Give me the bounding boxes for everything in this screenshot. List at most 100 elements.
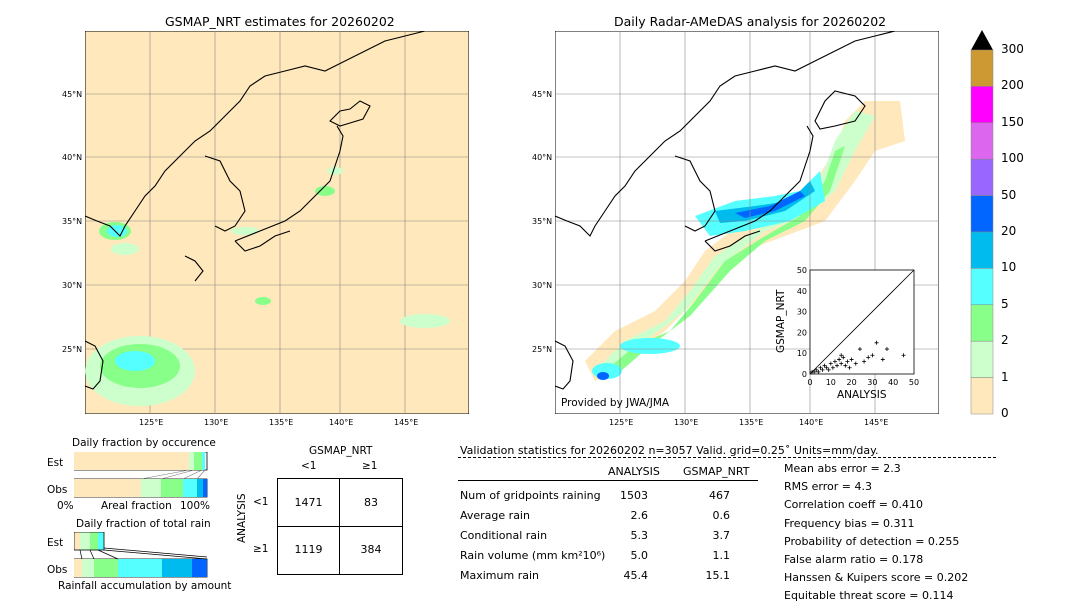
scatter-ytick: 10 (797, 349, 807, 358)
scatter-point (841, 355, 846, 360)
scatter-point (843, 363, 848, 368)
scatter-point (822, 363, 827, 368)
stats-row-gsmap: 15.1 (705, 569, 731, 582)
contingency-col-ge1: ≥1 (362, 460, 378, 472)
scatter-point (824, 365, 829, 370)
scatter-point (853, 361, 858, 366)
scatter-diagonal (809, 269, 915, 375)
left-lon-145: 145°E (394, 418, 419, 427)
contingency-table: 1471 83 1119 384 (277, 478, 403, 575)
occ-est-label: Est (47, 457, 64, 469)
left-map-title: GSMAP_NRT estimates for 20260202 (165, 14, 395, 29)
tot-est-label: Est (47, 537, 64, 549)
stats-row-analysis: 2.6 (630, 509, 649, 522)
stats-divider (458, 457, 996, 458)
right-lat-45: 45°N (532, 90, 553, 99)
scatter-point (816, 369, 821, 374)
colorbar-box (970, 377, 994, 415)
right-lat-25: 25°N (532, 345, 553, 354)
stats-col-rule (458, 480, 758, 481)
occ-obs-4 (197, 479, 203, 497)
areal-label: Areal fraction (101, 500, 172, 512)
tot-est-0 (74, 532, 80, 550)
occ-obs-label: Obs (47, 484, 68, 496)
occ-obs-5 (203, 479, 207, 497)
scatter-point (870, 353, 875, 358)
colorbar-label: 10 (1001, 260, 1017, 275)
scatter-point (862, 359, 867, 364)
occ-est-3 (202, 452, 205, 470)
tot-est-2 (90, 532, 98, 550)
pct-0: 0% (57, 500, 74, 512)
tot-obs-1 (82, 559, 94, 577)
right-map-rain (585, 101, 905, 381)
scatter-point (857, 347, 862, 352)
scatter-ytick: 20 (797, 328, 807, 337)
occ-obs-1 (141, 479, 161, 497)
stats-score: Frequency bias = 0.311 (784, 516, 915, 530)
provided-by: Provided by JWA/JMA (561, 397, 670, 409)
tot-obs-4 (162, 559, 192, 577)
scatter-point (884, 347, 889, 352)
stats-row-analysis: 45.4 (623, 569, 649, 582)
stats-row-analysis: 1503 (620, 489, 648, 502)
stats-score: False alarm ratio = 0.178 (784, 553, 924, 566)
colorbar-label: 200 (1001, 78, 1024, 93)
scatter-point (837, 357, 842, 362)
scatter-point (845, 359, 850, 364)
right-map-title: Daily Radar-AMeDAS analysis for 20260202 (614, 14, 887, 29)
occurrence-title: Daily fraction by occurence (72, 437, 216, 449)
tot-obs-0 (74, 559, 82, 577)
stats-score: Equitable threat score = 0.114 (784, 589, 954, 603)
right-lon-145: 145°E (864, 418, 889, 427)
scatter-ytick: 0 (802, 370, 807, 379)
occ-est-0 (74, 452, 189, 470)
colorbar-label: 1 (1001, 369, 1009, 384)
right-lon-130: 130°E (674, 418, 699, 427)
right-lon-140: 140°E (799, 418, 824, 427)
scatter-point (818, 365, 823, 370)
stats-row-label: Num of gridpoints raining (460, 489, 601, 502)
contingency-row-lt1: <1 (253, 496, 269, 508)
tot-obs-2 (94, 559, 118, 577)
right-lon-125: 125°E (609, 418, 634, 427)
scatter-point (820, 367, 825, 372)
scatter-ytick: 30 (797, 308, 807, 317)
total-bars (74, 532, 208, 578)
stats-row-label: Rain volume (mm km²10⁶) (460, 549, 606, 562)
right-lat-40: 40°N (532, 153, 553, 162)
stats-row-analysis: 5.0 (630, 549, 649, 562)
stats-row-label: Maximum rain (460, 569, 539, 582)
tot-obs-3 (118, 559, 162, 577)
scatter-point (814, 367, 819, 372)
scatter-point (866, 355, 871, 360)
colorbar-label: 5 (1001, 296, 1009, 311)
scatter-xtick: 30 (867, 378, 877, 387)
colorbar-box (970, 122, 994, 160)
left-lat-35: 35°N (62, 217, 83, 226)
colorbar-box (970, 304, 994, 342)
stats-score: Probability of detection = 0.255 (784, 534, 960, 548)
left-lat-25: 25°N (62, 345, 83, 354)
cell-b: 83 (364, 496, 378, 509)
colorbar-box (970, 231, 994, 269)
total-title: Daily fraction of total rain (76, 518, 211, 530)
contingency-title: GSMAP_NRT (309, 445, 373, 457)
colorbar-label: 150 (1001, 114, 1024, 129)
scatter-point (828, 361, 833, 366)
scatter-point (832, 359, 837, 364)
tot-est-1 (80, 532, 90, 550)
left-map-rain (85, 167, 450, 406)
scatter-xtick: 50 (909, 378, 919, 387)
occ-est-2 (194, 452, 202, 470)
occurrence-bars (74, 452, 208, 498)
tot-est-3 (98, 532, 104, 550)
scatter-point (835, 363, 840, 368)
stats-row-analysis: 5.3 (630, 529, 649, 542)
tot-obs-5 (192, 559, 207, 577)
tot-obs-label: Obs (47, 564, 68, 576)
left-lon-125: 125°E (139, 418, 164, 427)
colorbar-box (970, 268, 994, 306)
right-lat-35: 35°N (532, 217, 553, 226)
occ-obs-0 (74, 479, 141, 497)
